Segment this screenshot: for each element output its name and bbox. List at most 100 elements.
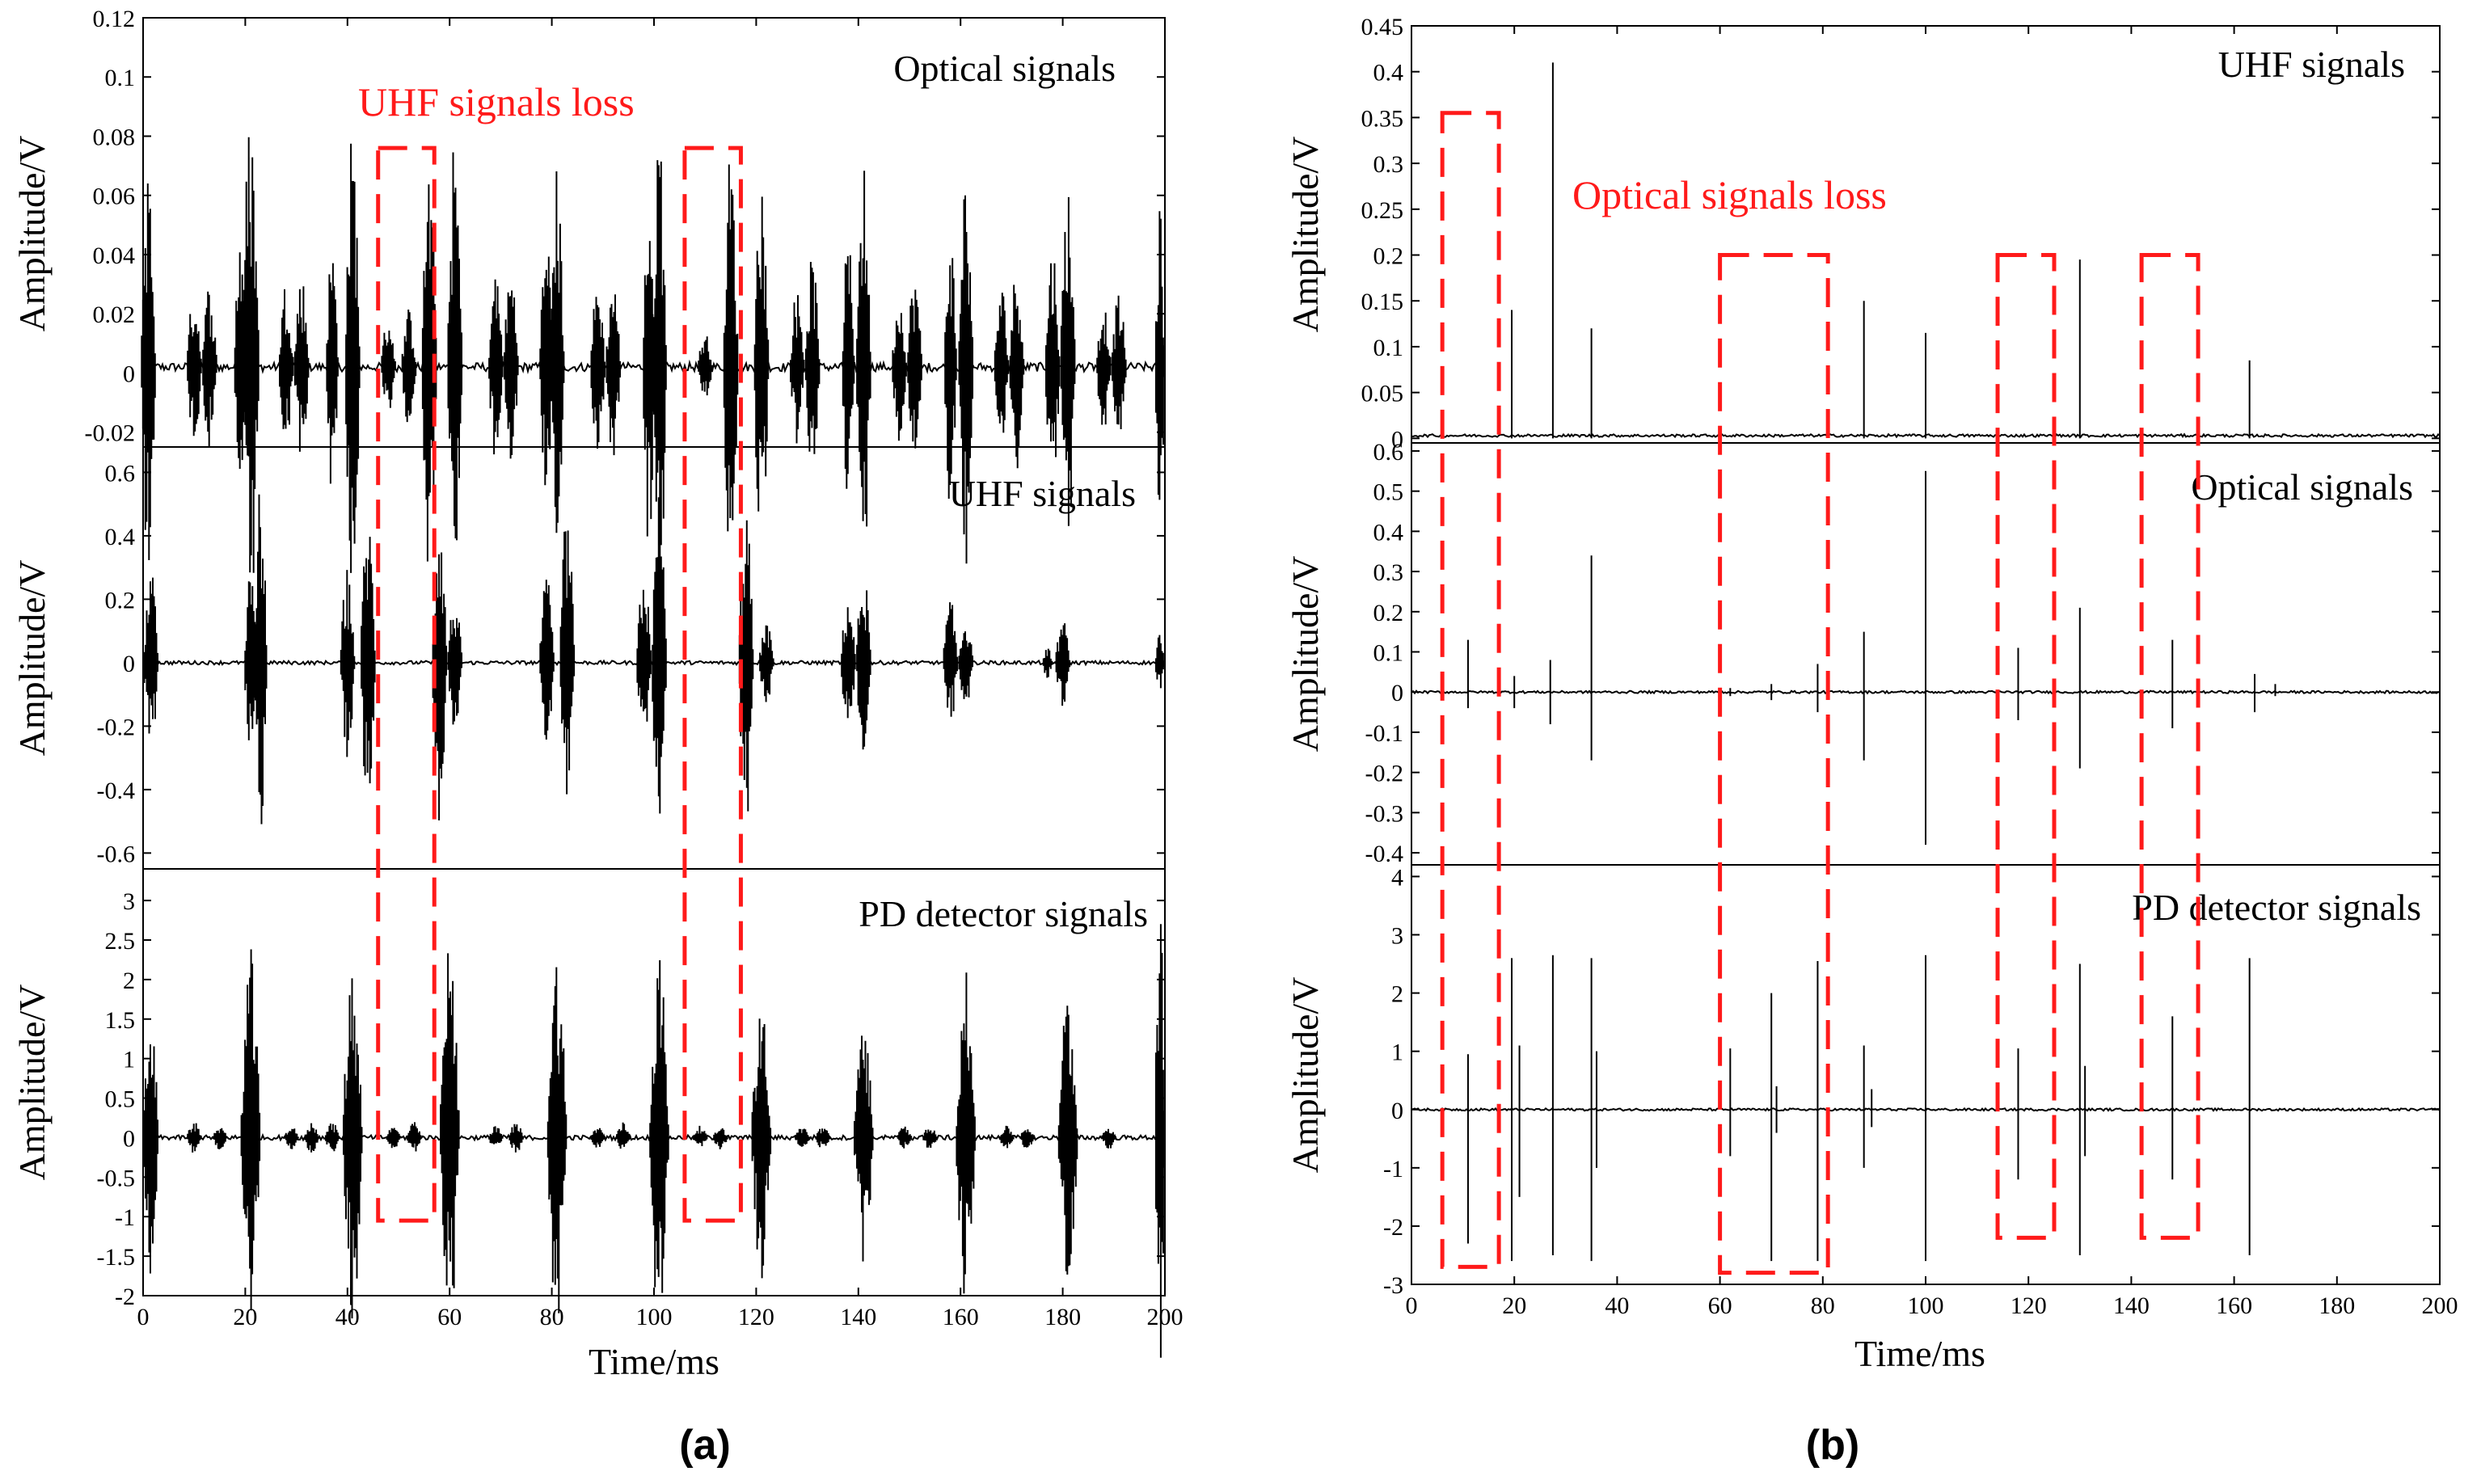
b-xtick-label-0: 0: [1406, 1292, 1418, 1319]
a-panel-optical-burst-37: [1112, 295, 1127, 429]
a-panel-optical-burst-20: [652, 160, 667, 608]
b-panel-uhf-ytick-label-3: 0.15: [1361, 289, 1404, 315]
a-panel-pd-ytick-label-8: 2: [123, 968, 135, 994]
a-panel-uhf-ytick-label-6: 0.6: [105, 460, 136, 487]
b-panel-uhf-ytick-label-5: 0.25: [1361, 197, 1404, 224]
b-panel-pd-ytick-label-4: 1: [1391, 1039, 1403, 1066]
a-panel-optical-burst-13: [488, 279, 504, 455]
a-panel-pd-burst-1: [187, 1123, 202, 1153]
b-panel-uhf-ylabel: Amplitude/V: [1285, 137, 1326, 333]
a-xtick-label-3: 60: [437, 1304, 462, 1330]
a-annotation: UHF signals loss: [358, 79, 635, 124]
a-panel-optical-burst-17: [590, 297, 605, 449]
a-panel-optical-burst-8: [345, 143, 361, 573]
a-panel-uhf-burst-10: [652, 497, 667, 814]
a-panel-optical-burst-25: [804, 262, 821, 454]
b-panel-pd-ytick-label-0: -3: [1383, 1272, 1403, 1299]
a-panel-uhf-title: UHF signals: [949, 473, 1136, 514]
a-panel-optical-burst-28: [892, 313, 907, 441]
b-panel-uhf-ytick-label-4: 0.2: [1373, 243, 1404, 270]
a-panel-optical-burst-33: [1009, 285, 1025, 469]
a-panel-uhf-burst-7: [539, 580, 555, 740]
a-panel-uhf: -0.6 -0.4 -0.2 0 0.2 0.4 0.6 UHF signals Ampli…: [11, 446, 1166, 870]
b-x-axis: 0 20 40 60 80 100 120 140 160 180 200: [1406, 26, 2458, 1319]
a-panel-pd-burst-13: [546, 967, 568, 1313]
a-panel-pd-ytick-label-0: -2: [115, 1284, 135, 1310]
a-panel-pd-burst-27: [1019, 1129, 1035, 1148]
a-panel-uhf-ytick-label-3: 0: [123, 651, 135, 677]
a-xtick-label-10: 200: [1147, 1304, 1184, 1330]
b-panel-uhf-ytick-label-1: 0.05: [1361, 381, 1404, 407]
b-panel-optical-ytick-label-3: -0.1: [1365, 720, 1404, 747]
a-xtick-label-8: 160: [943, 1304, 979, 1330]
b-panel-uhf-ytick-label-9: 0.45: [1361, 14, 1404, 40]
a-xtick-label-0: 0: [137, 1304, 150, 1330]
b-panel-uhf-ytick-label-7: 0.35: [1361, 105, 1404, 132]
b-xtick-label-3: 60: [1708, 1292, 1732, 1319]
a-panel-uhf-burst-13: [841, 607, 856, 719]
a-xlabel: Time/ms: [589, 1341, 719, 1382]
b-panel-optical-ylabel: Amplitude/V: [1285, 556, 1326, 753]
a-panel-uhf-ytick-label-1: -0.4: [97, 778, 136, 804]
b-loss-box-2: [1995, 253, 2057, 1240]
a-panel-pd-burst-16: [649, 960, 669, 1293]
b-xtick-label-6: 120: [2011, 1292, 2047, 1319]
b-panel-uhf-ytick-label-2: 0.1: [1373, 335, 1404, 361]
a-panel-uhf-burst-4: [361, 537, 376, 784]
b-xtick-label-8: 160: [2216, 1292, 2252, 1319]
a-panel-optical-burst-34: [1045, 263, 1061, 457]
a-panel-pd-burst-24: [922, 1129, 938, 1148]
b-panel-optical-ytick-label-6: 0.2: [1373, 600, 1404, 626]
b-loss-boxes: [1440, 111, 2200, 1275]
a-panel-pd-burst-28: [1057, 1005, 1078, 1275]
a-panel-uhf-ytick-label-2: -0.2: [97, 714, 136, 740]
a-panel-optical-ytick-label-0: -0.02: [85, 420, 136, 447]
a-panel-pd-burst-18: [713, 1128, 728, 1149]
a-panel-uhf-burst-16: [958, 631, 973, 699]
a-sublabel: (a): [679, 1422, 731, 1469]
b-panel-pd-ytick-label-2: -1: [1383, 1156, 1403, 1183]
b-panel-pd-ytick-label-6: 3: [1391, 923, 1403, 950]
a-panel-uhf-burst-15: [943, 602, 959, 717]
a-loss-box-1: [682, 145, 743, 1223]
a-panel-optical-burst-10: [401, 310, 417, 423]
a-panel-pd-burst-20: [795, 1128, 810, 1147]
b-panel-optical: -0.4 -0.3 -0.2 -0.1 0 0.1 0.2 0.3 0.4 0.5 0.6 Opti…: [1285, 439, 2441, 867]
a-panel-pd-ytick-label-1: -1.5: [97, 1244, 136, 1271]
a-panel-uhf-ytick-label-5: 0.4: [105, 524, 136, 550]
a-panel-optical-burst-1: [187, 314, 202, 436]
a-panel-uhf-burst-17: [1042, 648, 1053, 678]
a-panel-pd-burst-15: [616, 1122, 631, 1149]
a-panel-optical-ytick-label-3: 0.04: [93, 242, 136, 269]
a-loss-box-0: [376, 145, 437, 1223]
b-panel-uhf-title: UHF signals: [2218, 44, 2405, 85]
a-panel-uhf-ytick-label-4: 0.2: [105, 587, 136, 613]
a-panel-optical-burst-31: [958, 195, 973, 564]
a-panel-optical-burst-27: [856, 171, 871, 527]
b-panel-optical-ytick-label-10: 0.6: [1373, 439, 1404, 466]
a-panel-uhf-ylabel: Amplitude/V: [11, 560, 53, 757]
a-xtick-label-7: 140: [840, 1304, 876, 1330]
a-panel-pd-burst-30: [1154, 924, 1166, 1358]
b-panel-optical-title: Optical signals: [2191, 466, 2413, 508]
a-panel-uhf-burst-0: [143, 577, 158, 734]
b-loss-box-3: [2139, 253, 2200, 1240]
a-panel-optical-burst-35: [1060, 196, 1076, 526]
b-xtick-label-5: 100: [1908, 1292, 1944, 1319]
a-panel-optical-burst-23: [753, 196, 770, 512]
b-loss-box-0: [1440, 111, 1501, 1269]
b-panel-optical-ytick-label-5: 0.1: [1373, 640, 1404, 667]
a-panel-optical-burst-22: [723, 164, 739, 532]
a-panel-pd-burst-29: [1101, 1128, 1116, 1149]
a-panel-optical-ytick-label-1: 0: [123, 360, 135, 387]
a-panel-optical-burst-29: [907, 289, 922, 449]
a-xtick-label-9: 180: [1044, 1304, 1081, 1330]
a-panel-optical: -0.02 0 0.02 0.04 0.06 0.08 0.1 0.12 Optical si…: [11, 6, 1166, 608]
a-panel-pd-burst-3: [240, 949, 261, 1311]
a-panel-uhf-burst-8: [559, 530, 576, 795]
a-panel-pd-burst-9: [407, 1122, 422, 1152]
a-panel-uhf-burst-3: [340, 570, 356, 757]
a-panel-optical-burst-4: [242, 137, 259, 573]
a-panel-optical-burst-30: [944, 258, 957, 499]
